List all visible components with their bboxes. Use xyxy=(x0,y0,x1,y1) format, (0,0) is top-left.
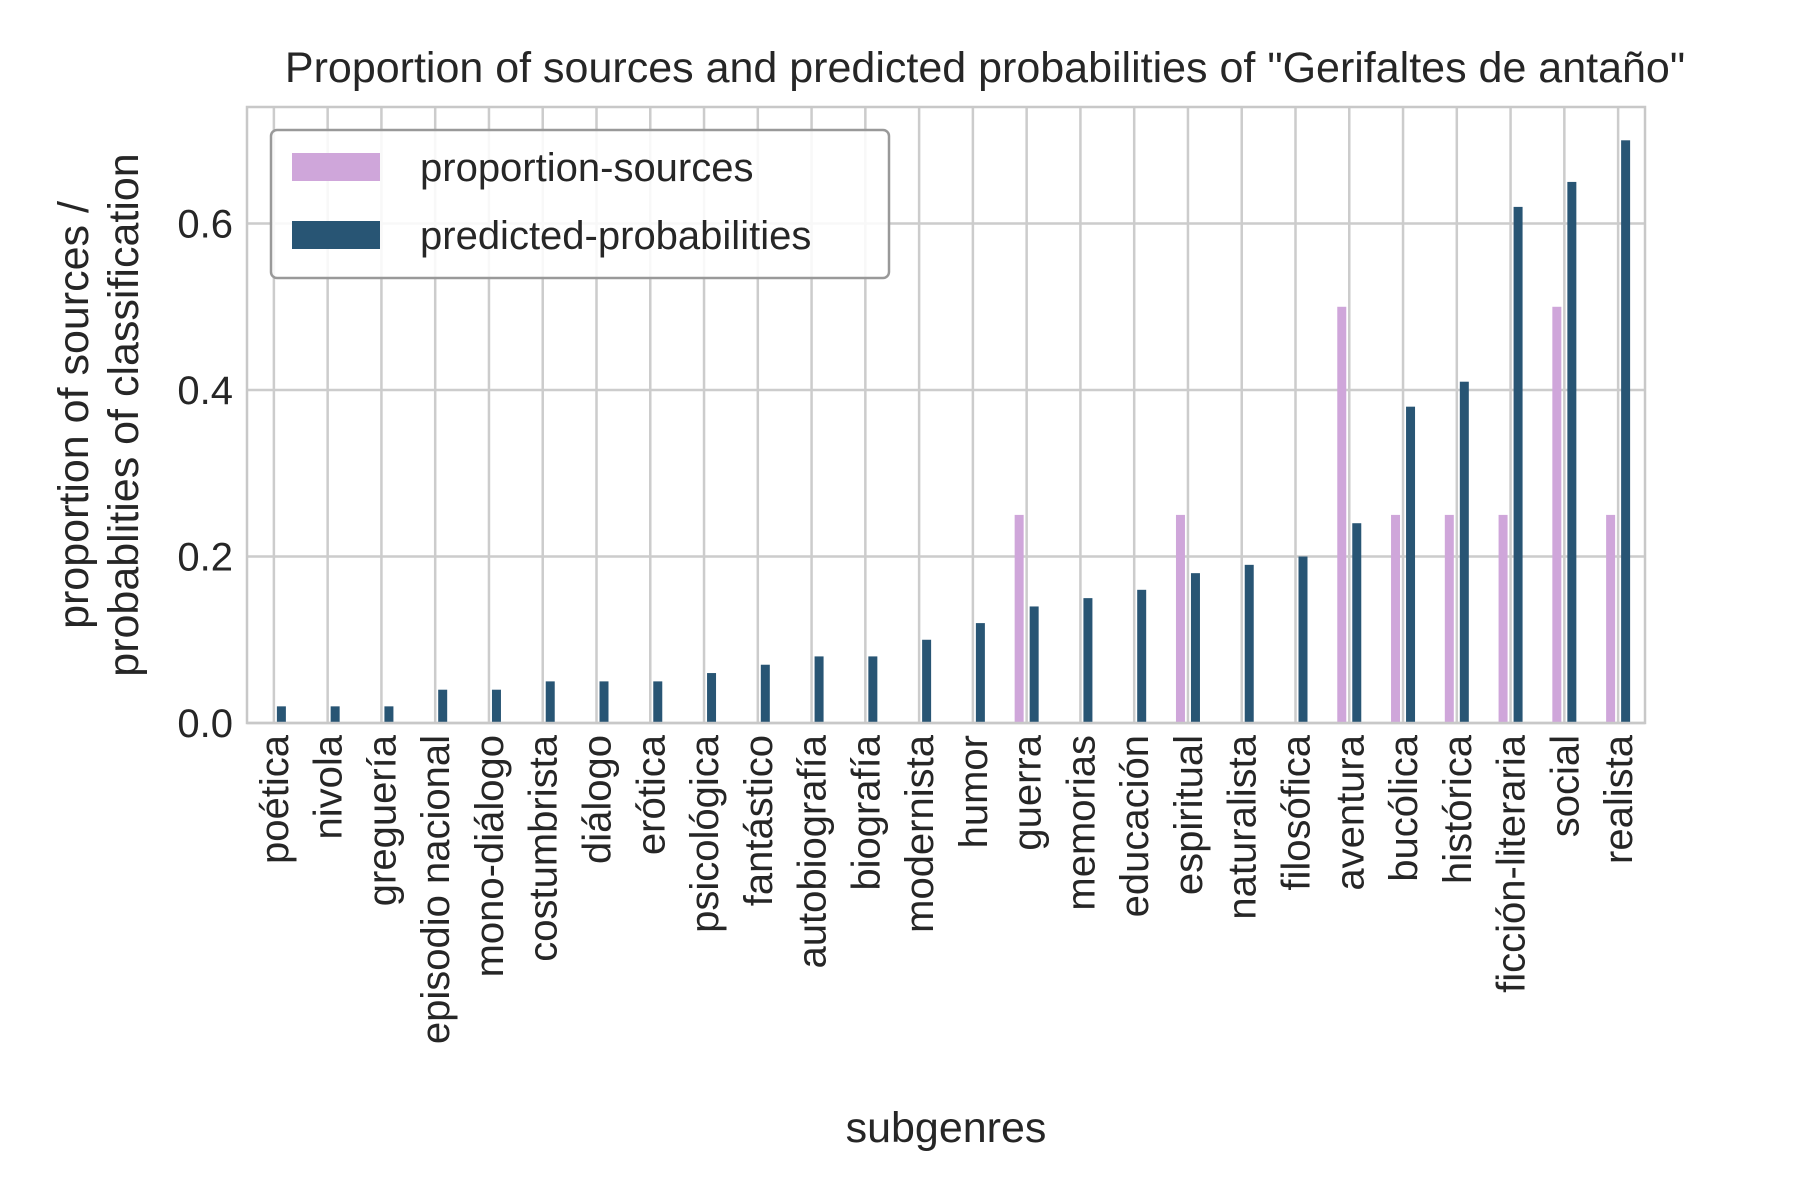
x-tick-label: biografía xyxy=(844,734,888,890)
legend-swatch-predicted-probabilities xyxy=(292,221,380,249)
bar-predicted-probabilities-6 xyxy=(545,681,555,723)
bar-predicted-probabilities-10 xyxy=(760,664,770,723)
y-tick-label: 0.2 xyxy=(177,536,233,580)
x-tick-label: humor xyxy=(952,735,996,848)
bar-predicted-probabilities-4 xyxy=(438,689,448,723)
bar-predicted-probabilities-15 xyxy=(1029,606,1039,723)
bar-predicted-probabilities-1 xyxy=(276,706,286,723)
bar-proportion-sources-21 xyxy=(1337,306,1347,723)
x-tick-label: fantástico xyxy=(737,735,781,906)
bar-predicted-probabilities-14 xyxy=(975,623,985,723)
bar-proportion-sources-22 xyxy=(1391,514,1401,723)
y-axis-label-line-2: probablities of classification xyxy=(100,153,148,676)
y-tick-label: 0.4 xyxy=(177,369,233,413)
plot-frame xyxy=(245,105,1647,725)
bars xyxy=(276,140,1631,723)
y-tick-label: 0.6 xyxy=(177,203,233,247)
bar-predicted-probabilities-26 xyxy=(1621,140,1631,723)
x-tick-label: psicológica xyxy=(683,734,727,933)
legend: proportion-sources predicted-probabiliti… xyxy=(269,128,891,280)
bar-proportion-sources-25 xyxy=(1552,306,1562,723)
x-tick-label: realista xyxy=(1597,734,1641,864)
x-tick-label: mono-diálogo xyxy=(468,735,512,977)
legend-swatch-proportion-sources xyxy=(292,153,380,181)
x-axis-label: subgenres xyxy=(846,1104,1047,1152)
x-tick-label: educación xyxy=(1113,735,1157,917)
bar-predicted-probabilities-19 xyxy=(1244,564,1254,723)
x-tick-label: autobiografía xyxy=(791,734,835,968)
bar-predicted-probabilities-24 xyxy=(1513,206,1523,723)
legend-label-predicted-probabilities: predicted-probabilities xyxy=(420,214,811,258)
bar-predicted-probabilities-5 xyxy=(491,689,501,723)
bar-proportion-sources-23 xyxy=(1444,514,1454,723)
legend-box xyxy=(269,128,891,280)
bar-predicted-probabilities-3 xyxy=(384,706,394,723)
bar-predicted-probabilities-13 xyxy=(922,639,932,723)
bar-predicted-probabilities-16 xyxy=(1083,598,1093,723)
bar-predicted-probabilities-18 xyxy=(1190,573,1200,723)
x-tick-label: histórica xyxy=(1436,734,1480,884)
bar-proportion-sources-15 xyxy=(1014,514,1024,723)
x-tick-label: social xyxy=(1543,735,1587,837)
bar-proportion-sources-24 xyxy=(1498,514,1508,723)
bar-predicted-probabilities-20 xyxy=(1298,556,1308,723)
bar-predicted-probabilities-9 xyxy=(707,673,717,723)
x-tick-label: nivola xyxy=(307,734,351,839)
x-tick-label: poética xyxy=(253,734,297,864)
bar-predicted-probabilities-21 xyxy=(1352,523,1362,723)
x-tick-label: bucólica xyxy=(1382,734,1426,882)
bar-predicted-probabilities-7 xyxy=(599,681,609,723)
bar-predicted-probabilities-8 xyxy=(653,681,663,723)
x-tick-label: filosófica xyxy=(1275,734,1319,890)
x-tick-label: greguería xyxy=(360,734,404,906)
x-tick-label: modernista xyxy=(898,734,942,933)
bar-proportion-sources-18 xyxy=(1175,514,1185,723)
y-axis-label: proportion of sources / probablities of … xyxy=(50,153,148,676)
chart-title: Proportion of sources and predicted prob… xyxy=(285,44,1685,92)
bar-predicted-probabilities-11 xyxy=(814,656,824,723)
x-tick-label: episodio nacional xyxy=(414,735,458,1044)
bar-predicted-probabilities-23 xyxy=(1459,381,1469,723)
legend-label-proportion-sources: proportion-sources xyxy=(420,146,754,190)
x-tick-label: guerra xyxy=(1006,734,1050,850)
bar-proportion-sources-26 xyxy=(1606,514,1616,723)
x-tick-labels: poética nivola greguería episodio nacional m… xyxy=(253,734,1641,1044)
x-tick-label: erótica xyxy=(629,734,673,855)
bar-predicted-probabilities-17 xyxy=(1137,589,1147,723)
y-tick-label: 0.0 xyxy=(177,702,233,746)
x-tick-label: diálogo xyxy=(576,735,620,864)
y-tick-labels: 0.0 0.2 0.4 0.6 xyxy=(177,203,233,746)
x-tick-label: memorias xyxy=(1059,735,1103,911)
bar-predicted-probabilities-12 xyxy=(868,656,878,723)
y-axis-label-line-1: proportion of sources / xyxy=(50,201,98,629)
x-tick-label: ficción-literaria xyxy=(1490,734,1534,993)
x-tick-label: aventura xyxy=(1328,734,1372,890)
bar-predicted-probabilities-25 xyxy=(1567,181,1577,723)
bar-predicted-probabilities-2 xyxy=(330,706,340,723)
x-tick-label: espiritual xyxy=(1167,735,1211,895)
x-tick-label: naturalista xyxy=(1221,734,1265,919)
bar-predicted-probabilities-22 xyxy=(1406,406,1416,723)
x-tick-label: costumbrista xyxy=(522,734,566,961)
